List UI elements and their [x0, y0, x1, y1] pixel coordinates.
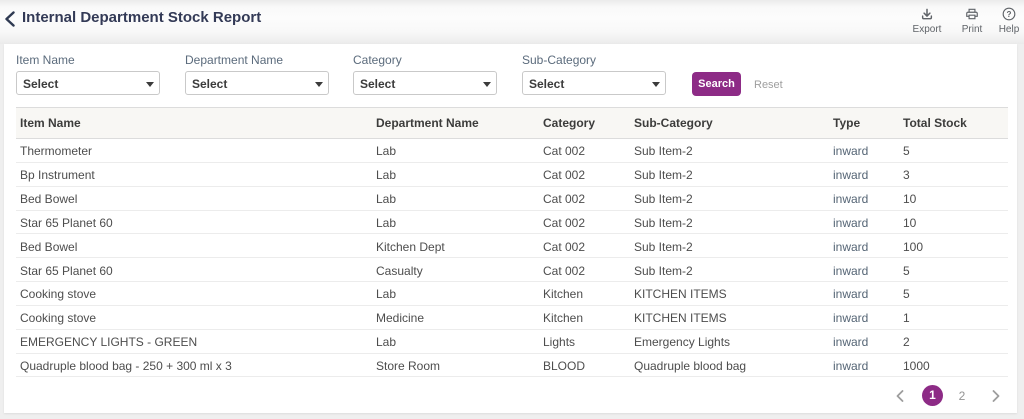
svg-text:?: ?	[1007, 10, 1012, 19]
